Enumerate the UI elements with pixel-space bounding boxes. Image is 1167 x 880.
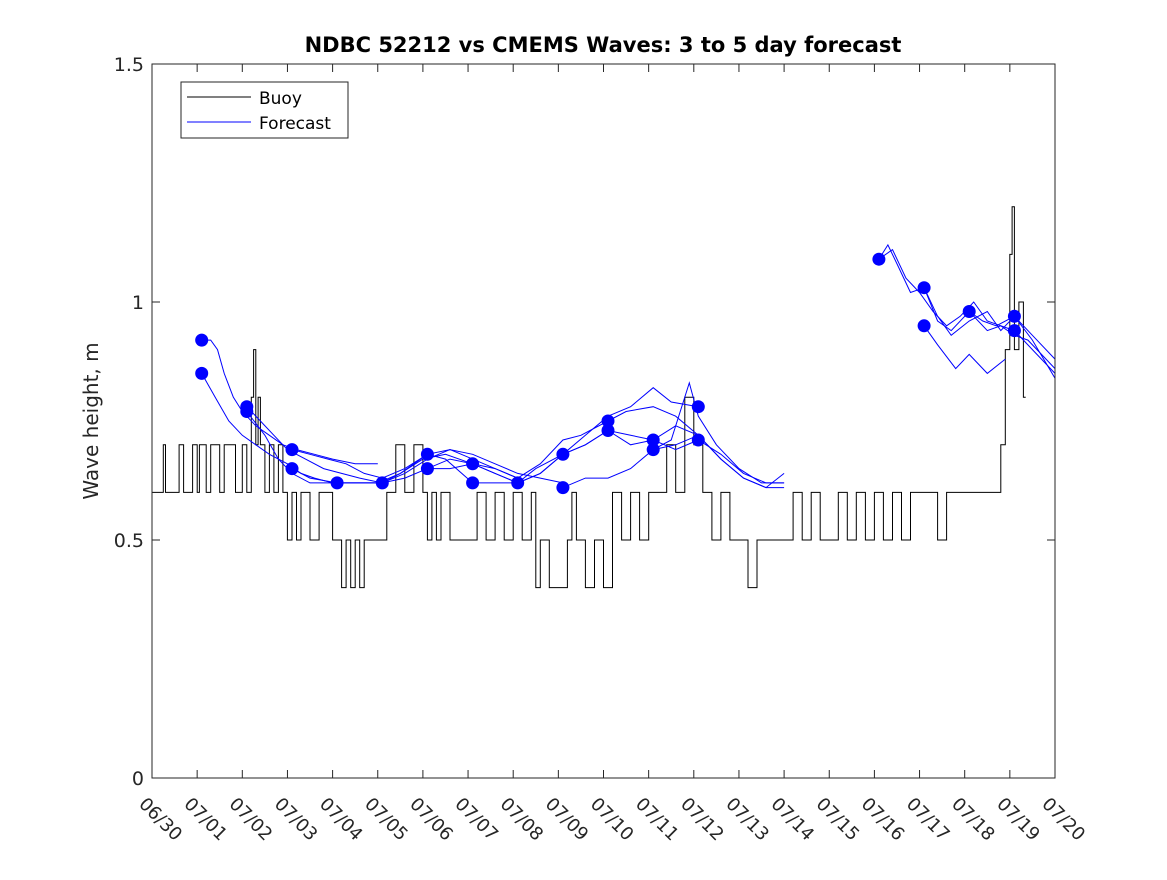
forecast-marker <box>285 462 299 476</box>
y-tick-label: 1 <box>132 292 144 314</box>
forecast-line-2 <box>246 406 473 484</box>
forecast-marker <box>240 405 254 418</box>
forecast-marker <box>601 414 615 428</box>
legend-buoy-label: Buoy <box>259 89 302 109</box>
forecast-line-14 <box>923 287 1055 379</box>
forecast-marker <box>330 476 344 490</box>
forecast-marker <box>195 333 209 347</box>
forecast-line-15 <box>923 325 1006 375</box>
forecast-marker <box>962 305 976 318</box>
forecast-line-11 <box>653 434 785 489</box>
forecast-marker <box>511 476 525 490</box>
y-tick-label: 0 <box>132 768 144 790</box>
forecast-marker <box>285 443 299 457</box>
forecast-marker <box>601 424 615 437</box>
forecast-line-9 <box>562 381 785 489</box>
forecast-marker <box>646 433 660 447</box>
forecast-marker <box>375 476 389 490</box>
forecast-marker <box>466 476 480 490</box>
forecast-marker <box>466 457 480 471</box>
legend: Buoy Forecast <box>180 81 349 139</box>
forecast-line-4 <box>291 449 564 484</box>
plot-content <box>152 206 1055 589</box>
forecast-line-0 <box>201 339 378 465</box>
y-tick-label: 1.5 <box>114 54 144 76</box>
forecast-marker <box>917 281 931 295</box>
y-tick-label: 0.5 <box>114 530 144 552</box>
forecast-marker <box>1007 324 1021 338</box>
chart-title: NDBC 52212 vs CMEMS Waves: 3 to 5 day fo… <box>305 33 902 57</box>
forecast-marker <box>872 252 886 266</box>
legend-forecast-label: Forecast <box>259 114 331 134</box>
forecast-line-8 <box>472 429 785 484</box>
forecast-marker <box>195 366 209 380</box>
y-axis: 0 0.5 1 1.5 <box>114 54 1055 790</box>
forecast-line-16 <box>968 311 1055 374</box>
forecast-marker <box>420 462 434 476</box>
forecast-marker <box>1007 309 1021 323</box>
buoy-series-line <box>152 206 1026 589</box>
forecast-marker <box>646 443 660 457</box>
legend-box <box>180 81 349 139</box>
forecast-marker <box>917 319 931 333</box>
forecast-marker <box>691 400 705 414</box>
forecast-marker <box>556 481 570 495</box>
forecast-marker <box>556 447 570 461</box>
forecast-marker <box>420 447 434 461</box>
y-axis-label: Wave height, m <box>79 342 103 499</box>
forecast-marker <box>691 433 705 447</box>
